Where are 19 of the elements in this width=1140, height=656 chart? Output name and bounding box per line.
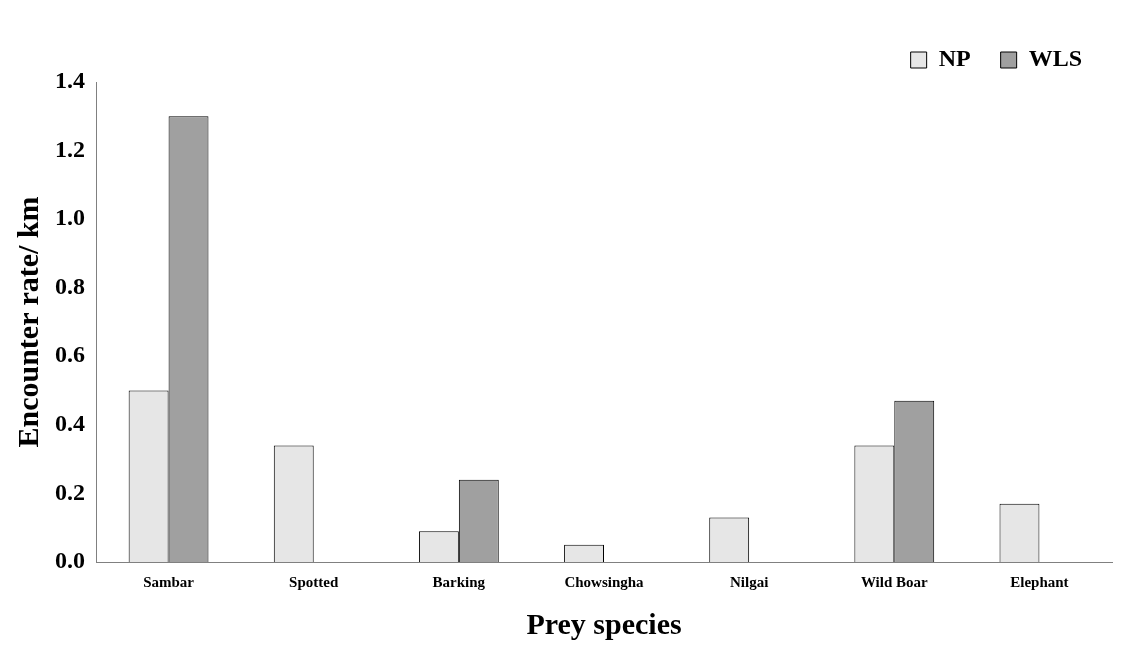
y-tick-label: 0.6 bbox=[55, 341, 85, 368]
y-tick-label: 0.2 bbox=[55, 478, 85, 505]
x-axis-title: Prey species bbox=[526, 606, 682, 640]
legend-label: NP bbox=[938, 45, 971, 72]
legend-label: WLS bbox=[1028, 45, 1082, 72]
x-tick-label: Wild Boar bbox=[860, 573, 929, 590]
y-tick-label: 0.0 bbox=[55, 547, 85, 574]
y-tick-label: 0.4 bbox=[55, 410, 85, 437]
x-tick-label: Elephant bbox=[1010, 573, 1069, 590]
x-tick-label: Nilgai bbox=[729, 573, 769, 590]
x-tick-label: Spotted bbox=[289, 573, 339, 590]
y-tick-label: 1.4 bbox=[55, 67, 85, 94]
y-tick-label: 1.2 bbox=[55, 135, 85, 162]
y-axis-title: Encounter rate/ km bbox=[10, 196, 44, 448]
y-tick-label: 1.0 bbox=[55, 204, 85, 231]
x-tick-label: Sambar bbox=[143, 573, 195, 590]
x-tick-label: Chowsingha bbox=[564, 573, 645, 590]
x-tick-label: Barking bbox=[432, 573, 486, 590]
y-tick-label: 0.8 bbox=[55, 272, 85, 299]
